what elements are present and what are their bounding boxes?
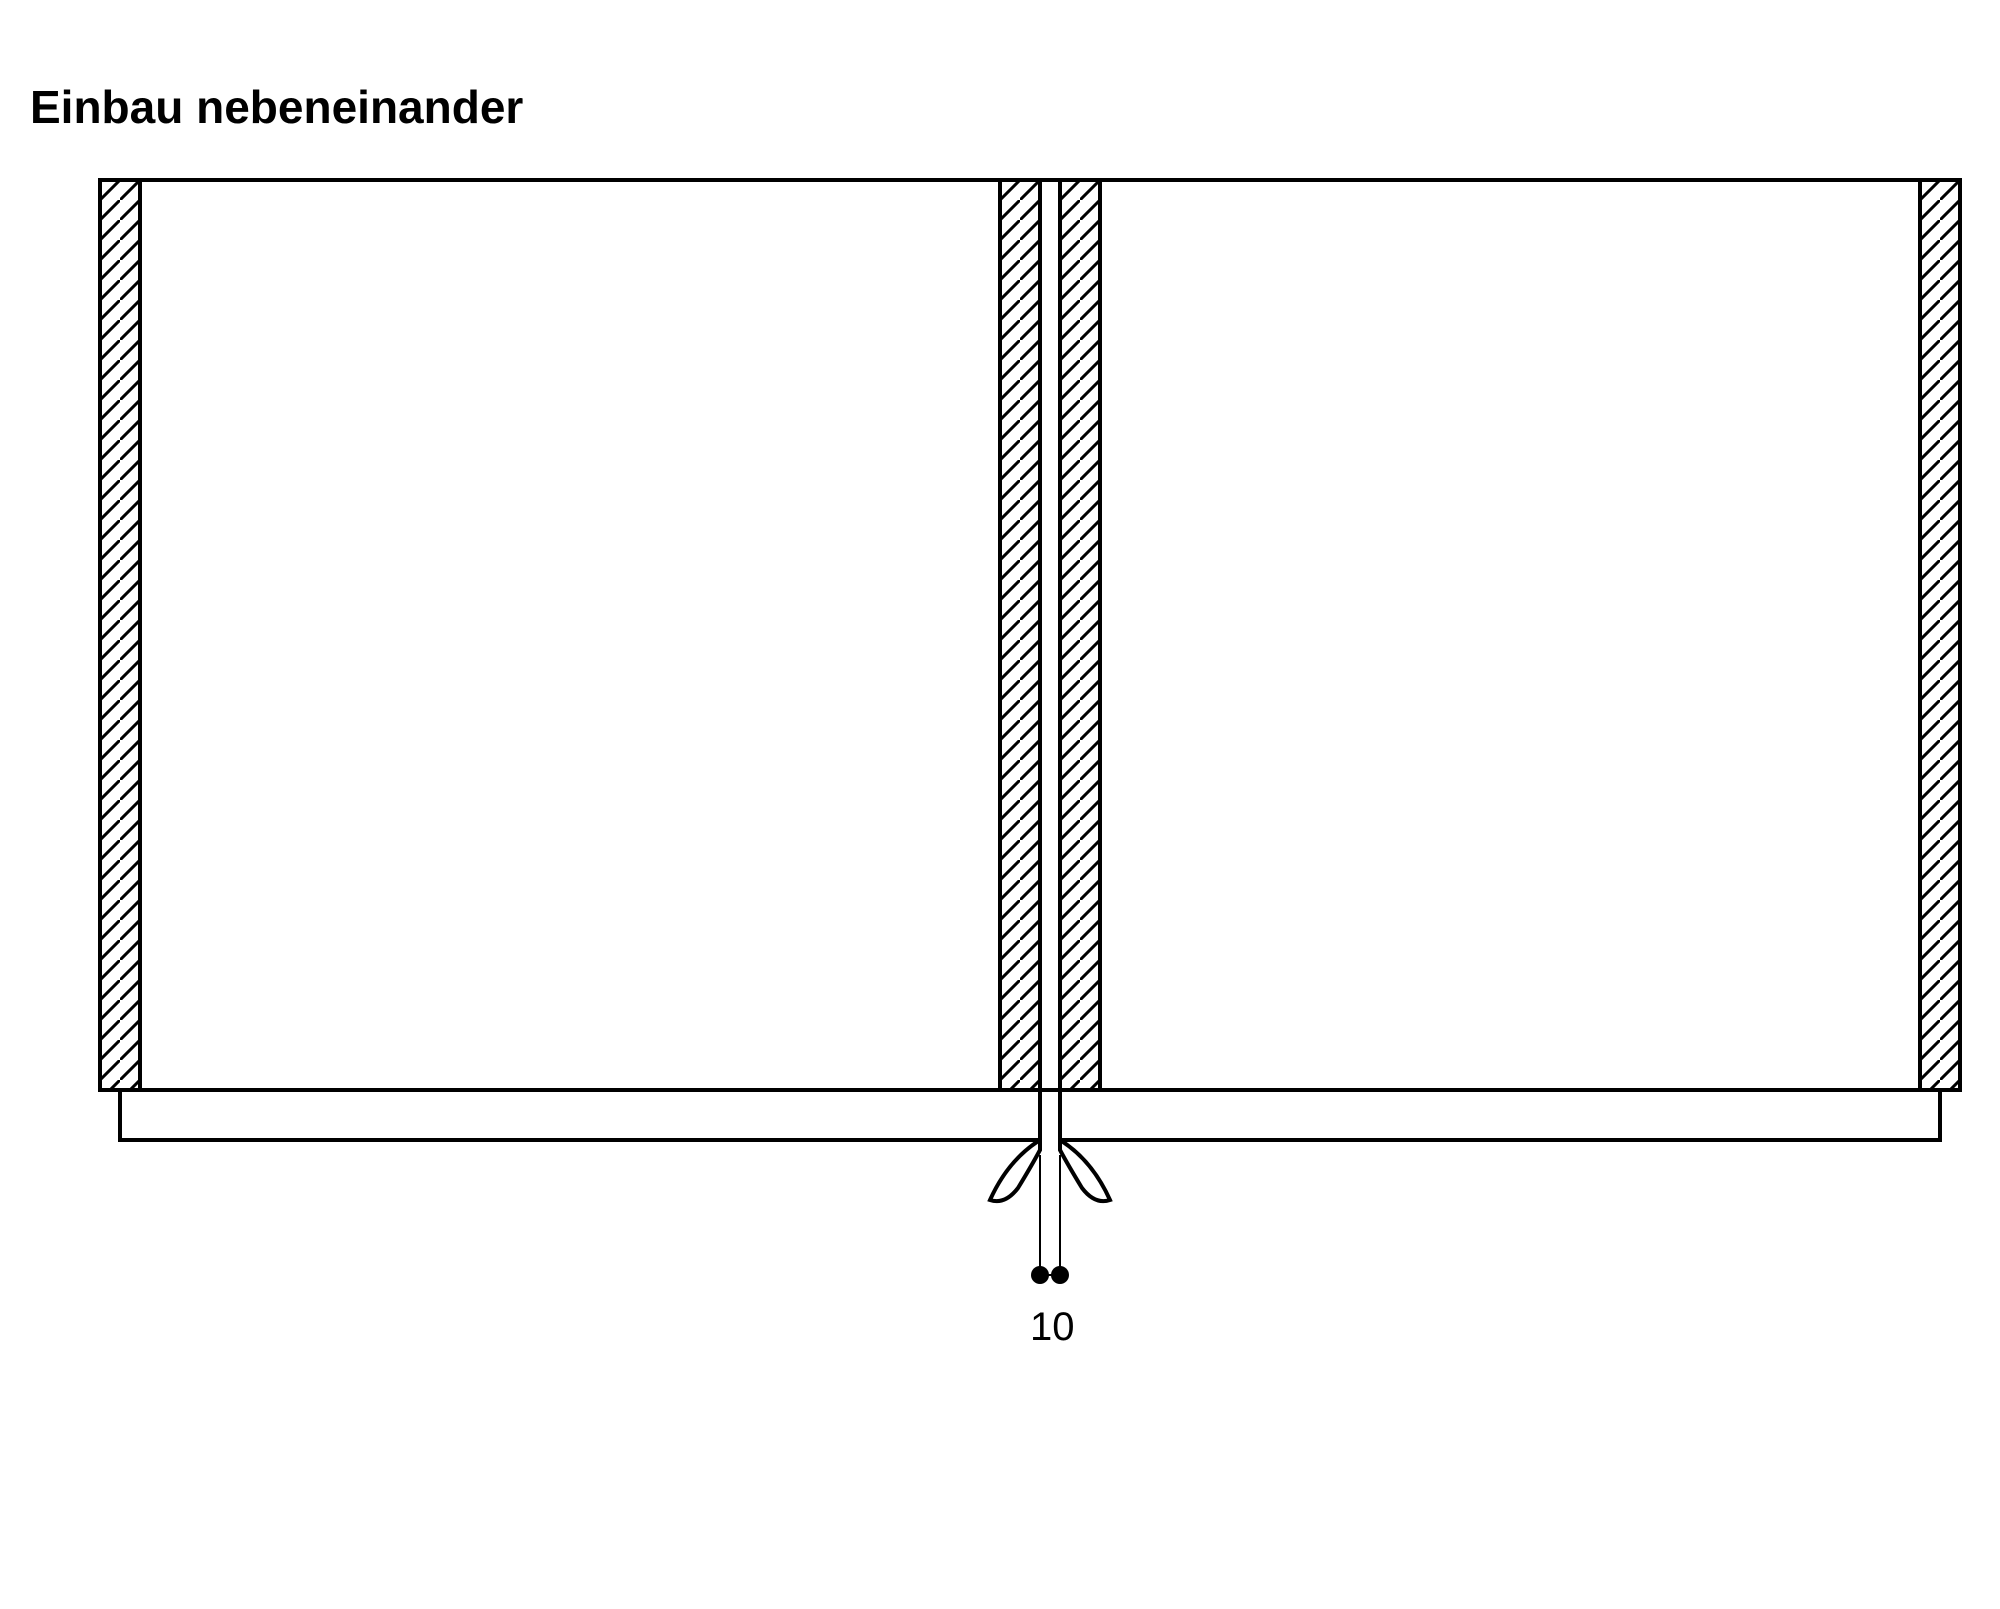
page: Einbau nebeneinander <box>0 0 2000 1609</box>
middle-wall-right <box>1060 180 1100 1090</box>
left-door-seal <box>990 1140 1040 1201</box>
door-fronts <box>120 1090 1940 1201</box>
dimension-dot-left <box>1031 1266 1049 1284</box>
cabinet-carcass <box>100 180 1960 1090</box>
installation-diagram: 10 <box>0 0 2000 1609</box>
left-side-wall <box>100 180 140 1090</box>
dimension-dot-right <box>1051 1266 1069 1284</box>
right-side-wall <box>1920 180 1960 1090</box>
right-door <box>1060 1090 1940 1140</box>
right-door-seal <box>1060 1140 1110 1201</box>
left-door <box>120 1090 1040 1140</box>
middle-wall-left <box>1000 180 1040 1090</box>
dimension-label: 10 <box>1030 1305 1075 1349</box>
dimension-gap: 10 <box>1030 1155 1075 1349</box>
